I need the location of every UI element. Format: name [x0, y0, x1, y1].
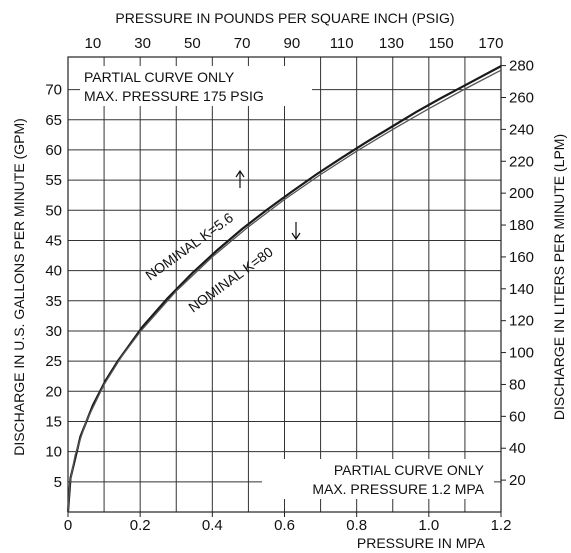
- bottom-tick-label: 1.0: [418, 517, 439, 534]
- left-tick-label: 25: [45, 353, 62, 370]
- left-tick-label: 45: [45, 232, 62, 249]
- right-tick-label: 220: [509, 153, 534, 170]
- right-tick-label: 140: [509, 281, 534, 298]
- left-tick-label: 40: [45, 263, 62, 280]
- left-tick-label: 55: [45, 172, 62, 189]
- left-tick-label: 15: [45, 413, 62, 430]
- right-tick-label: 80: [509, 376, 526, 393]
- top-tick-label: 130: [379, 35, 404, 52]
- top-axis-title: PRESSURE IN POUNDS PER SQUARE INCH (PSIG…: [115, 10, 454, 26]
- bottom-tick-label: 0.8: [346, 517, 367, 534]
- left-axis-title: DISCHARGE IN U.S. GALLONS PER MINUTE (GP…: [11, 118, 27, 456]
- gridlines: [68, 57, 501, 512]
- right-tick-label: 180: [509, 217, 534, 234]
- top-tick-label: 170: [478, 35, 503, 52]
- right-tick-label: 280: [509, 58, 534, 75]
- top-tick-label: 10: [85, 35, 102, 52]
- arrow-up-icon: [236, 171, 244, 188]
- bottom-tick-label: 0.4: [202, 517, 223, 534]
- top-tick-label: 50: [184, 35, 201, 52]
- bottom-axis-ticks: 0 0.2 0.4 0.6 0.8 1.0 1.2: [64, 512, 512, 534]
- left-tick-label: 5: [54, 474, 62, 491]
- bottom-right-note-line-1: PARTIAL CURVE ONLY: [334, 462, 485, 478]
- top-tick-label: 30: [134, 35, 151, 52]
- top-tick-label: 110: [330, 35, 354, 52]
- bottom-tick-label: 0.2: [130, 517, 151, 534]
- right-tick-label: 40: [509, 440, 526, 457]
- top-tick-label: 150: [429, 35, 454, 52]
- top-left-note-line-2: MAX. PRESSURE 175 PSIG: [84, 88, 264, 104]
- curve-label-k-80: NOMINAL K=80: [185, 243, 276, 315]
- bottom-tick-label: 1.2: [491, 517, 512, 534]
- bottom-tick-label: 0: [64, 517, 72, 534]
- left-axis-ticks: 5 10 15 20 25 30 35 40 45 50 55 60 65 70: [45, 82, 62, 491]
- top-left-note-line-1: PARTIAL CURVE ONLY: [84, 69, 235, 85]
- left-tick-label: 10: [45, 444, 62, 461]
- left-tick-label: 35: [45, 293, 62, 310]
- right-tick-label: 20: [509, 472, 526, 489]
- right-tick-label: 100: [509, 345, 534, 362]
- right-tick-label: 200: [509, 185, 534, 202]
- top-tick-label: 70: [234, 35, 251, 52]
- left-tick-label: 60: [45, 142, 62, 159]
- left-tick-label: 50: [45, 202, 62, 219]
- right-tick-label: 160: [509, 249, 534, 266]
- top-tick-label: 90: [284, 35, 301, 52]
- right-tick-label: 120: [509, 313, 534, 330]
- right-tick-label: 240: [509, 121, 534, 138]
- right-tick-label: 260: [509, 89, 534, 106]
- bottom-tick-label: 0.6: [274, 517, 295, 534]
- top-axis-ticks: 10 30 50 70 90 110 130 150 170: [85, 35, 504, 52]
- left-tick-label: 30: [45, 323, 62, 340]
- left-tick-label: 20: [45, 383, 62, 400]
- left-tick-label: 65: [45, 112, 62, 129]
- bottom-right-note-line-2: MAX. PRESSURE 1.2 MPA: [312, 481, 484, 497]
- bottom-axis-title: PRESSURE IN MPA: [357, 535, 486, 551]
- right-tick-label: 60: [509, 408, 526, 425]
- arrow-down-icon: [292, 222, 300, 239]
- right-axis-title: DISCHARGE IN LITERS PER MINUTE (LPM): [551, 134, 567, 420]
- right-axis-ticks: 20 40 60 80 100 120 140 160 180 200 220 240 260 280: [501, 58, 534, 490]
- left-tick-label: 70: [45, 82, 62, 99]
